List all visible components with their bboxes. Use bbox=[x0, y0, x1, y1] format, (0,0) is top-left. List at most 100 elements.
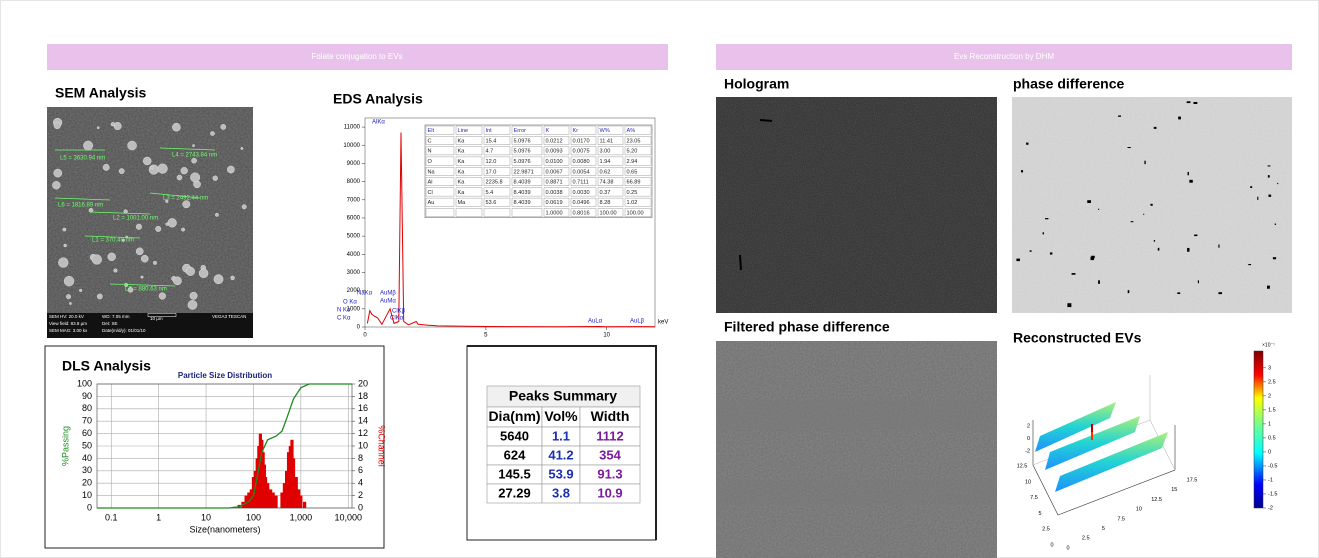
axis-tick-label: 12.5 bbox=[1151, 497, 1162, 503]
figure: Folate conjugation to EVs Evs Reconstruc… bbox=[0, 0, 1319, 558]
y-tick-label: 6000 bbox=[347, 216, 361, 222]
particle bbox=[108, 253, 116, 261]
table-cell-text: Line bbox=[458, 128, 469, 134]
speckle bbox=[1267, 286, 1270, 289]
particle bbox=[210, 131, 214, 135]
particle bbox=[177, 175, 182, 180]
table-header: Dia(nm) bbox=[488, 408, 540, 424]
particle bbox=[114, 122, 122, 130]
y-tick-label: 50 bbox=[82, 440, 92, 450]
peak-label: AlKα bbox=[372, 120, 385, 126]
axis-tick-label: 15 bbox=[1171, 487, 1177, 493]
table-cell-text: 8.4039 bbox=[514, 190, 531, 196]
table-cell-text: 8.4039 bbox=[514, 180, 531, 186]
table-cell-text: 0.0054 bbox=[573, 169, 590, 175]
table-title: Peaks Summary bbox=[509, 388, 617, 404]
table-cell-text: A% bbox=[627, 128, 636, 134]
colorbar bbox=[1254, 351, 1263, 508]
colorbar-tick-label: -1.5 bbox=[1268, 491, 1277, 497]
measure-label: L7 = 880.63 nm bbox=[125, 287, 167, 293]
table-cell-text: O bbox=[428, 159, 433, 165]
table-cell-text: 5.20 bbox=[627, 149, 638, 155]
table-cell-text: 0.8016 bbox=[573, 211, 590, 217]
particle bbox=[141, 276, 144, 279]
table-cell-text: 5.4 bbox=[486, 190, 494, 196]
y-tick-label: 30 bbox=[82, 465, 92, 475]
y-tick-label: 40 bbox=[82, 453, 92, 463]
table-cell-text: 100.00 bbox=[627, 211, 644, 217]
table-cell-text: 53.6 bbox=[486, 200, 497, 206]
speckle bbox=[1131, 221, 1134, 222]
table-cell-text: Int bbox=[486, 128, 493, 134]
particle bbox=[186, 267, 195, 276]
table-cell-text: 8.4039 bbox=[514, 200, 531, 206]
speckle bbox=[1158, 248, 1160, 251]
colorbar-tick-label: -0.5 bbox=[1268, 463, 1277, 469]
axis-tick-label: 17.5 bbox=[1187, 477, 1198, 483]
y2-tick-label: 0 bbox=[358, 502, 363, 512]
particle bbox=[242, 205, 246, 209]
particle bbox=[63, 228, 66, 231]
speckle bbox=[1178, 117, 1181, 120]
peak-label: ClKα bbox=[390, 316, 404, 322]
speckle bbox=[1143, 214, 1144, 215]
y-tick-label: 0 bbox=[87, 502, 92, 512]
particle bbox=[158, 164, 168, 174]
peak-label: AuMα bbox=[380, 299, 396, 305]
particle bbox=[183, 201, 190, 208]
colorbar-tick-label: 1.5 bbox=[1268, 407, 1276, 413]
table-cell-text: 2235.8 bbox=[486, 180, 503, 186]
speckle bbox=[1043, 232, 1044, 234]
speckle bbox=[1188, 172, 1189, 175]
particle bbox=[214, 275, 223, 284]
sem-info: SEM MAG: 3.00 kx bbox=[49, 328, 88, 333]
particle bbox=[97, 294, 102, 299]
header-title: Evs Reconstruction by DHM bbox=[954, 52, 1054, 61]
panel-title: EDS Analysis bbox=[333, 91, 423, 107]
table-cell-text: 10.9 bbox=[597, 485, 622, 500]
speckle bbox=[1021, 170, 1023, 172]
table-cell-text: 5640 bbox=[500, 428, 529, 443]
hologram-image bbox=[716, 97, 997, 313]
table-cell-text: Ka bbox=[458, 138, 466, 144]
table-cell-text: 3.8 bbox=[552, 485, 570, 500]
measure-label: L5 = 3630.94 nm bbox=[60, 156, 105, 162]
speckle bbox=[1067, 303, 1071, 307]
bar bbox=[274, 496, 277, 508]
table-cell-text: 4.7 bbox=[486, 149, 494, 155]
axis-tick-label: 5 bbox=[1102, 526, 1105, 532]
y-tick-label: 90 bbox=[82, 391, 92, 401]
table-cell-text: 0.0030 bbox=[573, 190, 590, 196]
sem-info: 10 µm bbox=[150, 316, 163, 321]
speckle bbox=[1268, 175, 1270, 177]
y-tick-label: 3000 bbox=[347, 270, 361, 276]
speckle bbox=[1098, 209, 1099, 210]
particle bbox=[190, 292, 197, 299]
speckle bbox=[1198, 280, 1199, 283]
particle bbox=[227, 166, 234, 173]
speckle bbox=[1177, 292, 1180, 294]
sem-info: View field: 83.8 µm bbox=[49, 321, 87, 326]
speckle bbox=[1150, 204, 1152, 206]
particle bbox=[92, 255, 102, 265]
particle bbox=[111, 122, 115, 126]
y2-tick-label: 2 bbox=[358, 490, 363, 500]
table-cell-text: 53.9 bbox=[548, 466, 573, 481]
table-cell-text: 0.0075 bbox=[573, 149, 590, 155]
speckle bbox=[1098, 280, 1100, 284]
table-cell-text: 0.0496 bbox=[573, 200, 590, 206]
measure-label: L6 = 1816.89 nm bbox=[58, 203, 103, 209]
speckle bbox=[1127, 147, 1130, 148]
particle bbox=[241, 147, 243, 149]
phase-image bbox=[1012, 97, 1292, 313]
speckle bbox=[1118, 115, 1121, 116]
particle bbox=[168, 218, 177, 227]
particle bbox=[52, 181, 60, 189]
axis-tick-label: 2 bbox=[1027, 423, 1030, 429]
table-cell-text: 8.28 bbox=[600, 200, 611, 206]
table-cell-text: 0.0038 bbox=[546, 190, 563, 196]
speckle bbox=[1194, 235, 1197, 237]
table-cell-text: 5.0976 bbox=[514, 159, 531, 165]
speckle bbox=[1030, 250, 1032, 252]
speckle bbox=[1026, 143, 1028, 145]
